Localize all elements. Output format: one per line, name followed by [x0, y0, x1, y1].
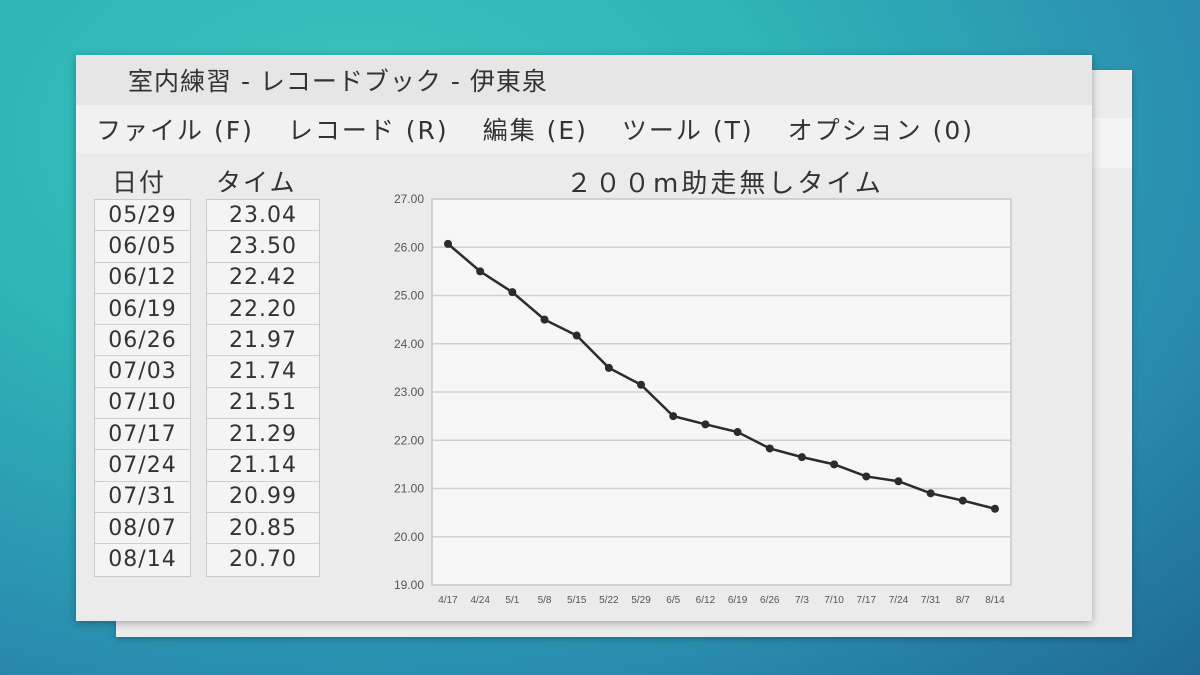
data-point-marker[interactable]: [991, 504, 999, 513]
menu-bar: ファイル (F) レコード (R) 編集 (E) ツール (T) オプション (…: [76, 105, 1092, 153]
date-cell[interactable]: 05/29: [95, 200, 190, 232]
date-cell[interactable]: 08/14: [95, 544, 190, 576]
y-tick-label: 24.00: [394, 337, 424, 351]
date-cell[interactable]: 06/05: [95, 231, 190, 263]
time-cell[interactable]: 22.42: [207, 262, 319, 294]
time-cell[interactable]: 21.51: [207, 387, 319, 420]
date-cell[interactable]: 07/17: [95, 419, 190, 451]
data-point-marker[interactable]: [604, 363, 613, 372]
data-point-marker[interactable]: [508, 288, 517, 297]
y-tick-label: 21.00: [394, 482, 424, 496]
x-tick-label: 7/31: [921, 595, 941, 606]
x-tick-label: 5/8: [538, 595, 552, 606]
data-point-marker[interactable]: [637, 380, 646, 389]
chart-title: ２００m助走無しタイム: [566, 169, 884, 199]
time-cell[interactable]: 22.20: [207, 293, 319, 326]
title-bar: 室内練習 - レコードブック - 伊東泉: [76, 55, 1092, 105]
date-column: 05/29 06/05 06/12 06/19 06/26 07/03 07/10 07/17…: [94, 199, 191, 577]
data-point-marker[interactable]: [894, 477, 903, 486]
date-cell[interactable]: 08/07: [95, 512, 190, 545]
x-tick-label: 7/17: [857, 595, 877, 606]
x-tick-label: 4/17: [438, 595, 458, 606]
window-title: 室内練習 - レコードブック - 伊東泉: [128, 67, 548, 96]
time-column: 23.04 23.50 22.42 22.20 21.97 21.74 21.51 21.29…: [206, 199, 320, 577]
y-tick-label: 22.00: [394, 433, 424, 447]
menu-file[interactable]: ファイル (F): [96, 116, 254, 145]
data-point-marker[interactable]: [765, 444, 774, 453]
time-column-header: タイム: [216, 168, 297, 197]
time-cell[interactable]: 20.70: [207, 544, 319, 576]
date-cell[interactable]: 07/03: [95, 356, 190, 388]
date-cell[interactable]: 07/31: [95, 481, 190, 513]
data-point-marker[interactable]: [733, 428, 742, 437]
time-cell[interactable]: 21.74: [207, 356, 319, 388]
data-point-marker[interactable]: [862, 472, 871, 481]
data-point-marker[interactable]: [572, 331, 581, 340]
menu-tools[interactable]: ツール (T): [621, 116, 754, 145]
y-tick-label: 20.00: [394, 530, 424, 544]
date-cell[interactable]: 07/24: [95, 450, 190, 482]
content-area: 日付 タイム 05/29 06/05 06/12 06/19 06/26 07/03 07/…: [76, 153, 1092, 621]
y-tick-label: 23.00: [394, 385, 424, 399]
x-tick-label: 8/14: [985, 595, 1005, 606]
time-cell[interactable]: 23.50: [207, 231, 319, 263]
series-line: [447, 242, 996, 510]
menu-record[interactable]: レコード (R): [287, 116, 449, 145]
date-cell[interactable]: 07/10: [95, 387, 190, 420]
data-point-marker[interactable]: [830, 460, 839, 469]
x-tick-label: 6/19: [728, 595, 748, 606]
x-tick-label: 5/29: [631, 595, 651, 606]
x-tick-label: 7/10: [824, 595, 844, 606]
time-cell[interactable]: 20.99: [207, 481, 319, 513]
y-tick-label: 25.00: [394, 289, 424, 303]
time-cell[interactable]: 23.04: [207, 200, 319, 232]
x-tick-label: 5/22: [599, 595, 619, 606]
menu-edit[interactable]: 編集 (E): [482, 116, 588, 145]
data-point-marker[interactable]: [540, 315, 549, 324]
data-point-marker[interactable]: [701, 420, 710, 429]
data-point-marker[interactable]: [669, 412, 678, 421]
data-point-marker[interactable]: [958, 496, 967, 505]
x-tick-label: 6/26: [760, 595, 780, 606]
x-tick-label: 8/7: [956, 595, 970, 606]
x-tick-label: 6/12: [696, 595, 716, 606]
y-tick-label: 27.00: [394, 192, 424, 206]
y-tick-label: 19.00: [394, 578, 424, 592]
x-tick-label: 5/1: [505, 595, 519, 606]
x-tick-label: 7/24: [889, 595, 909, 606]
time-cell[interactable]: 20.85: [207, 512, 319, 545]
x-tick-label: 5/15: [567, 595, 587, 606]
record-book-window: 室内練習 - レコードブック - 伊東泉 ファイル (F) レコード (R) 編…: [76, 55, 1092, 621]
time-cell[interactable]: 21.14: [207, 450, 319, 482]
data-point-marker[interactable]: [476, 267, 485, 276]
date-cell[interactable]: 06/19: [95, 293, 190, 326]
data-point-marker[interactable]: [797, 453, 806, 462]
time-cell[interactable]: 21.97: [207, 325, 319, 357]
x-tick-label: 6/5: [666, 595, 680, 606]
data-point-marker[interactable]: [444, 239, 452, 248]
date-column-header: 日付: [112, 168, 167, 197]
date-cell[interactable]: 06/26: [95, 325, 190, 357]
x-tick-label: 7/3: [795, 595, 809, 606]
line-chart: 19.00 20.00 21.00 22.00 23.00 24.00 25.00 26.00…: [394, 192, 1012, 606]
y-tick-label: 26.00: [394, 240, 424, 254]
date-cell[interactable]: 06/12: [95, 262, 190, 294]
menu-options[interactable]: オプション (0): [787, 116, 975, 145]
data-point-marker[interactable]: [926, 489, 935, 498]
x-tick-label: 4/24: [470, 595, 490, 606]
time-cell[interactable]: 21.29: [207, 419, 319, 451]
